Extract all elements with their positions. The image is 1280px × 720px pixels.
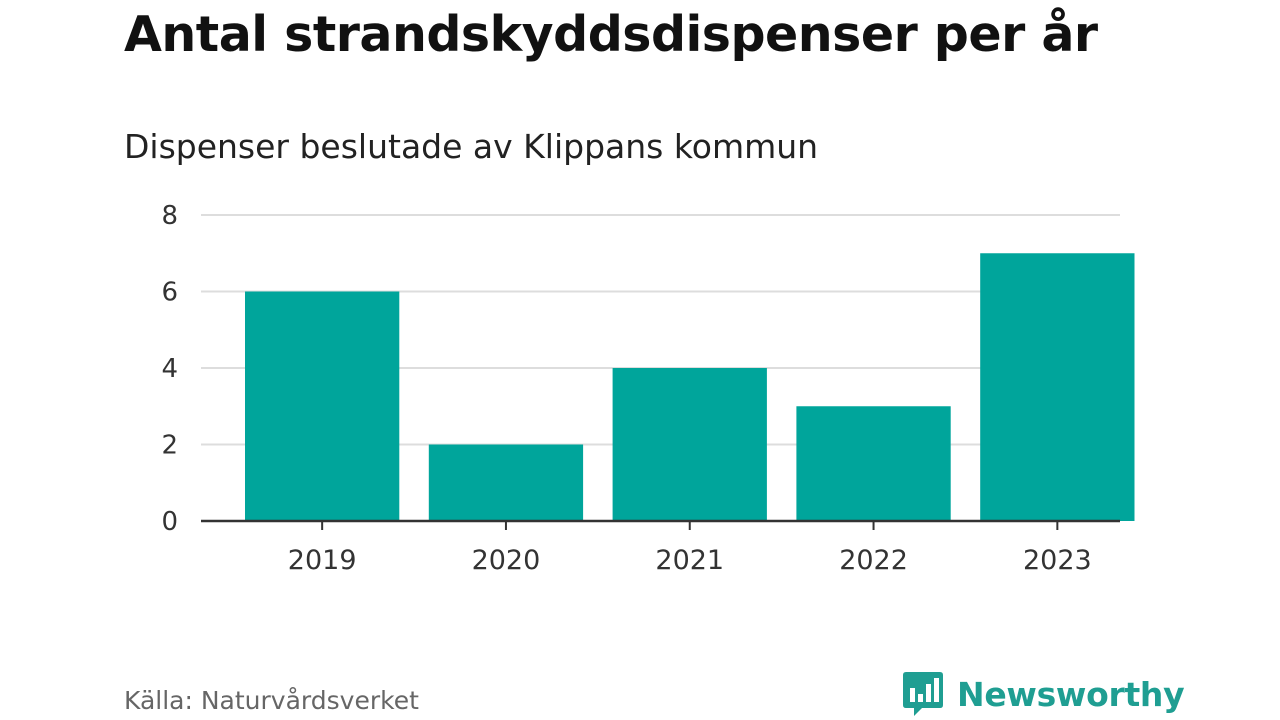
bar-2023	[980, 253, 1135, 521]
x-axis: 2019 2020 2021 2022 2023	[201, 519, 1120, 576]
y-axis-ticks: 0 2 4 6 8	[161, 201, 178, 537]
x-tick-label: 2022	[839, 545, 908, 576]
chart-title: Antal strandskyddsdispenser per år	[124, 6, 1098, 63]
brand-name: Newsworthy	[957, 674, 1185, 714]
x-tick-label: 2023	[1023, 545, 1092, 576]
bar-chart-speech-bubble-icon	[903, 672, 943, 716]
x-tick-label: 2021	[655, 545, 724, 576]
newsworthy-logo: Newsworthy	[902, 670, 1185, 718]
source-note: Källa: Naturvårdsverket	[124, 686, 419, 715]
bar-2019	[245, 291, 400, 521]
y-tick-label: 6	[161, 278, 178, 308]
y-tick-label: 8	[161, 201, 178, 231]
bar-2021	[612, 368, 767, 521]
y-tick-label: 0	[161, 507, 178, 537]
x-tick-label: 2019	[288, 545, 357, 576]
bars	[245, 253, 1135, 521]
x-tick-label: 2020	[472, 545, 541, 576]
y-tick-label: 4	[161, 354, 178, 384]
y-tick-label: 2	[161, 431, 178, 461]
chart-subtitle: Dispenser beslutade av Klippans kommun	[124, 127, 819, 166]
bar-2020	[428, 444, 584, 521]
bar-2022	[796, 406, 951, 521]
